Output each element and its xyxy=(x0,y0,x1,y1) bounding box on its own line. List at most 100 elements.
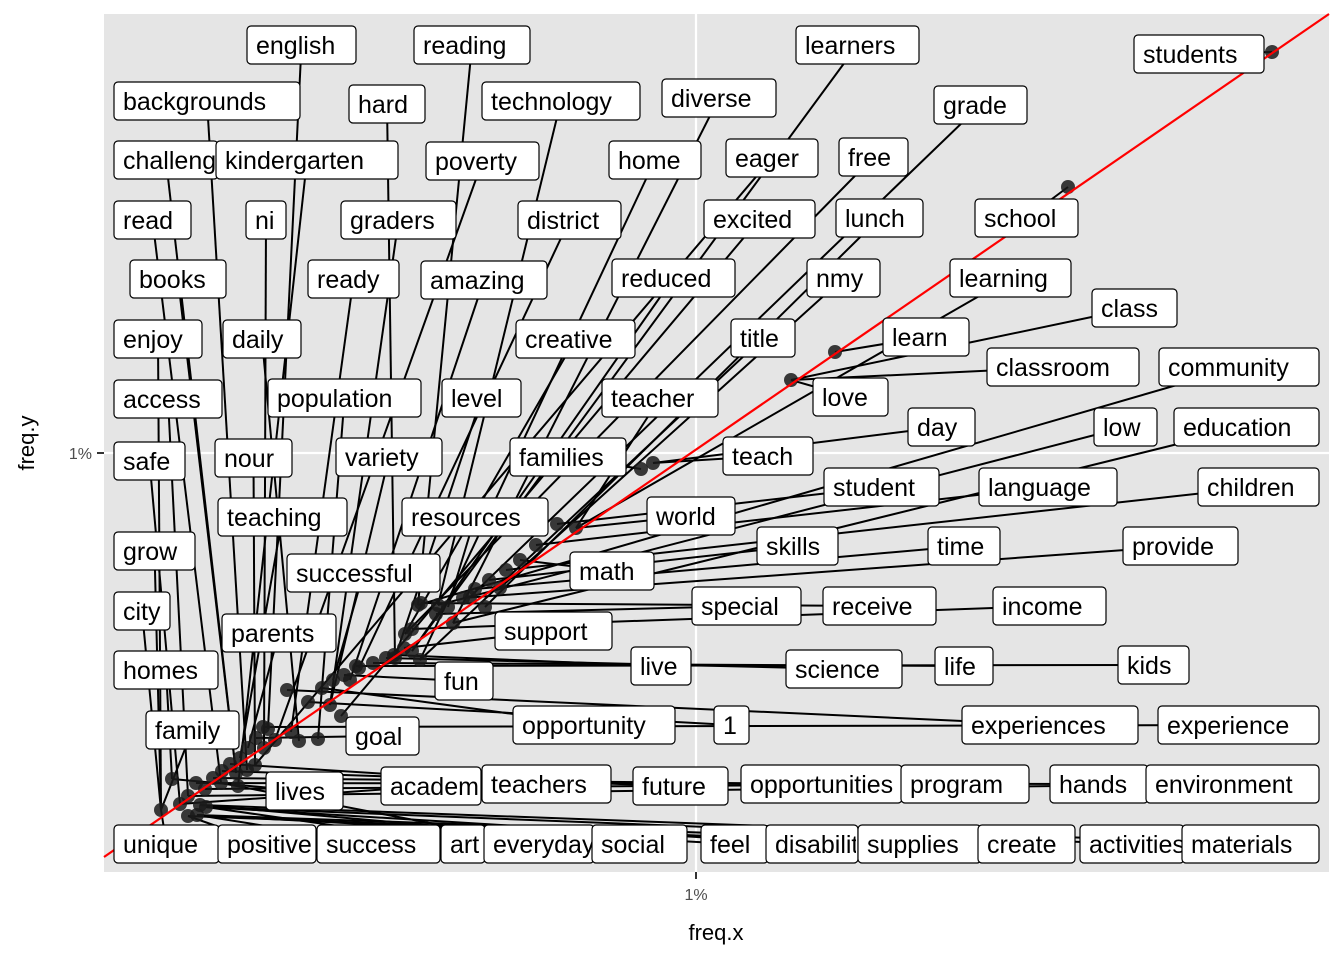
label-text: skills xyxy=(766,533,820,561)
label-goal: goal xyxy=(345,716,420,756)
label-box xyxy=(113,319,203,359)
label-box xyxy=(425,141,540,181)
label-create: create xyxy=(977,824,1076,864)
label-text: free xyxy=(848,144,891,172)
label-text: nour xyxy=(224,445,274,473)
label-live: live xyxy=(630,646,692,686)
label-text: city xyxy=(123,598,161,626)
label-creative: creative xyxy=(515,319,636,359)
data-point xyxy=(463,590,477,604)
label-box xyxy=(977,824,1076,864)
label-receive: receive xyxy=(822,586,937,626)
label-technology: technology xyxy=(481,81,641,121)
label-box xyxy=(1157,705,1320,745)
label-special: special xyxy=(691,586,802,626)
label-box xyxy=(345,716,420,756)
label-text: program xyxy=(910,771,1003,799)
label-excited: excited xyxy=(703,199,816,239)
data-point xyxy=(249,731,263,745)
label-science: science xyxy=(785,649,903,689)
label-materials: materials xyxy=(1181,824,1320,864)
label-provide: provide xyxy=(1122,526,1239,566)
label-text: positive xyxy=(227,831,312,859)
data-point xyxy=(482,573,496,587)
label-text: opportunities xyxy=(750,771,893,799)
x-axis-title: freq.x xyxy=(688,920,743,945)
data-point xyxy=(398,627,412,641)
label-box xyxy=(1158,347,1320,387)
data-point xyxy=(352,661,366,675)
data-point xyxy=(499,563,513,577)
label-hands: hands xyxy=(1049,764,1149,804)
label-box xyxy=(838,137,909,177)
label-box xyxy=(129,259,227,299)
label-box xyxy=(113,591,171,631)
label-learning: learning xyxy=(949,258,1072,298)
label-text: title xyxy=(740,325,779,353)
label-box xyxy=(420,260,548,300)
label-text: nmy xyxy=(816,265,864,293)
data-point xyxy=(231,779,245,793)
label-box xyxy=(730,318,796,358)
label-text: art xyxy=(450,831,479,859)
label-daily: daily xyxy=(222,319,302,359)
label-text: backgrounds xyxy=(123,88,266,116)
label-nmy: nmy xyxy=(806,258,881,298)
label-text: grow xyxy=(123,538,178,566)
label-text: create xyxy=(987,831,1056,859)
data-point xyxy=(343,673,357,687)
label-text: learning xyxy=(959,265,1048,293)
label-text: materials xyxy=(1191,831,1292,859)
label-text: teach xyxy=(732,443,793,471)
label-box xyxy=(949,258,1072,298)
label-poverty: poverty xyxy=(425,141,540,181)
label-box xyxy=(611,258,736,298)
label-access: access xyxy=(113,379,223,419)
label-box xyxy=(316,824,441,864)
label-box xyxy=(822,586,937,626)
label-box xyxy=(632,766,729,806)
label-opportunity: opportunity xyxy=(512,705,676,745)
label-everyday: everyday xyxy=(483,824,595,864)
x-tick-label: 1% xyxy=(684,887,707,904)
label-amazing: amazing xyxy=(420,260,548,300)
label-kids: kids xyxy=(1117,645,1190,685)
label-academic: academic xyxy=(380,766,482,806)
label-box xyxy=(569,551,655,591)
label-variety: variety xyxy=(335,437,443,477)
label-text: experience xyxy=(1167,712,1289,740)
label-text: life xyxy=(944,653,976,681)
label-life: life xyxy=(934,646,994,686)
label-text: graders xyxy=(350,207,435,235)
label-text: science xyxy=(795,656,880,684)
label-success: success xyxy=(316,824,441,864)
label-box xyxy=(1093,407,1158,447)
label-title: title xyxy=(730,318,796,358)
data-point xyxy=(280,683,294,697)
label-text: learners xyxy=(805,32,895,60)
label-text: learn xyxy=(892,324,948,352)
leader-line-language xyxy=(535,486,1049,546)
data-point xyxy=(529,538,543,552)
label-unique: unique xyxy=(113,824,220,864)
label-text: ni xyxy=(255,207,274,235)
label-text: children xyxy=(1207,474,1295,502)
label-time: time xyxy=(927,526,1001,566)
label-class: class xyxy=(1091,288,1178,328)
label-teacher: teacher xyxy=(601,378,719,418)
label-text: math xyxy=(579,558,635,586)
label-box xyxy=(986,347,1140,387)
label-box xyxy=(217,824,317,864)
label-box xyxy=(481,764,612,804)
label-skills: skills xyxy=(756,526,839,566)
label-box xyxy=(494,611,613,651)
label-text: amazing xyxy=(430,267,525,295)
data-point xyxy=(1061,180,1075,194)
label-text: reading xyxy=(423,32,506,60)
label-text: hands xyxy=(1059,771,1127,799)
label-box xyxy=(340,200,457,240)
label-box xyxy=(601,378,719,418)
label-district: district xyxy=(517,200,622,240)
label-text: feel xyxy=(710,831,750,859)
